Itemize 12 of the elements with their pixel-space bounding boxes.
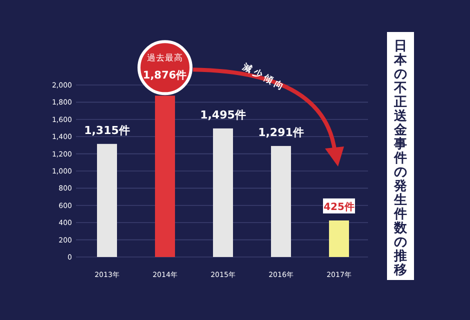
data-label: 425件 <box>324 200 354 213</box>
bar <box>271 146 291 257</box>
bar <box>213 128 233 257</box>
data-label: 1,291件 <box>258 126 304 139</box>
data-label: 1,315件 <box>84 124 130 137</box>
data-label: 1,495件 <box>200 108 246 122</box>
data-label: 1,876件 <box>142 68 188 82</box>
annotation: 減少傾向 <box>240 60 288 94</box>
bar <box>329 220 349 257</box>
text: 過去最高 <box>147 52 183 64</box>
bar <box>97 144 117 257</box>
chart-title: 日本の不正送金事件の発生件数の推移 <box>394 39 407 278</box>
